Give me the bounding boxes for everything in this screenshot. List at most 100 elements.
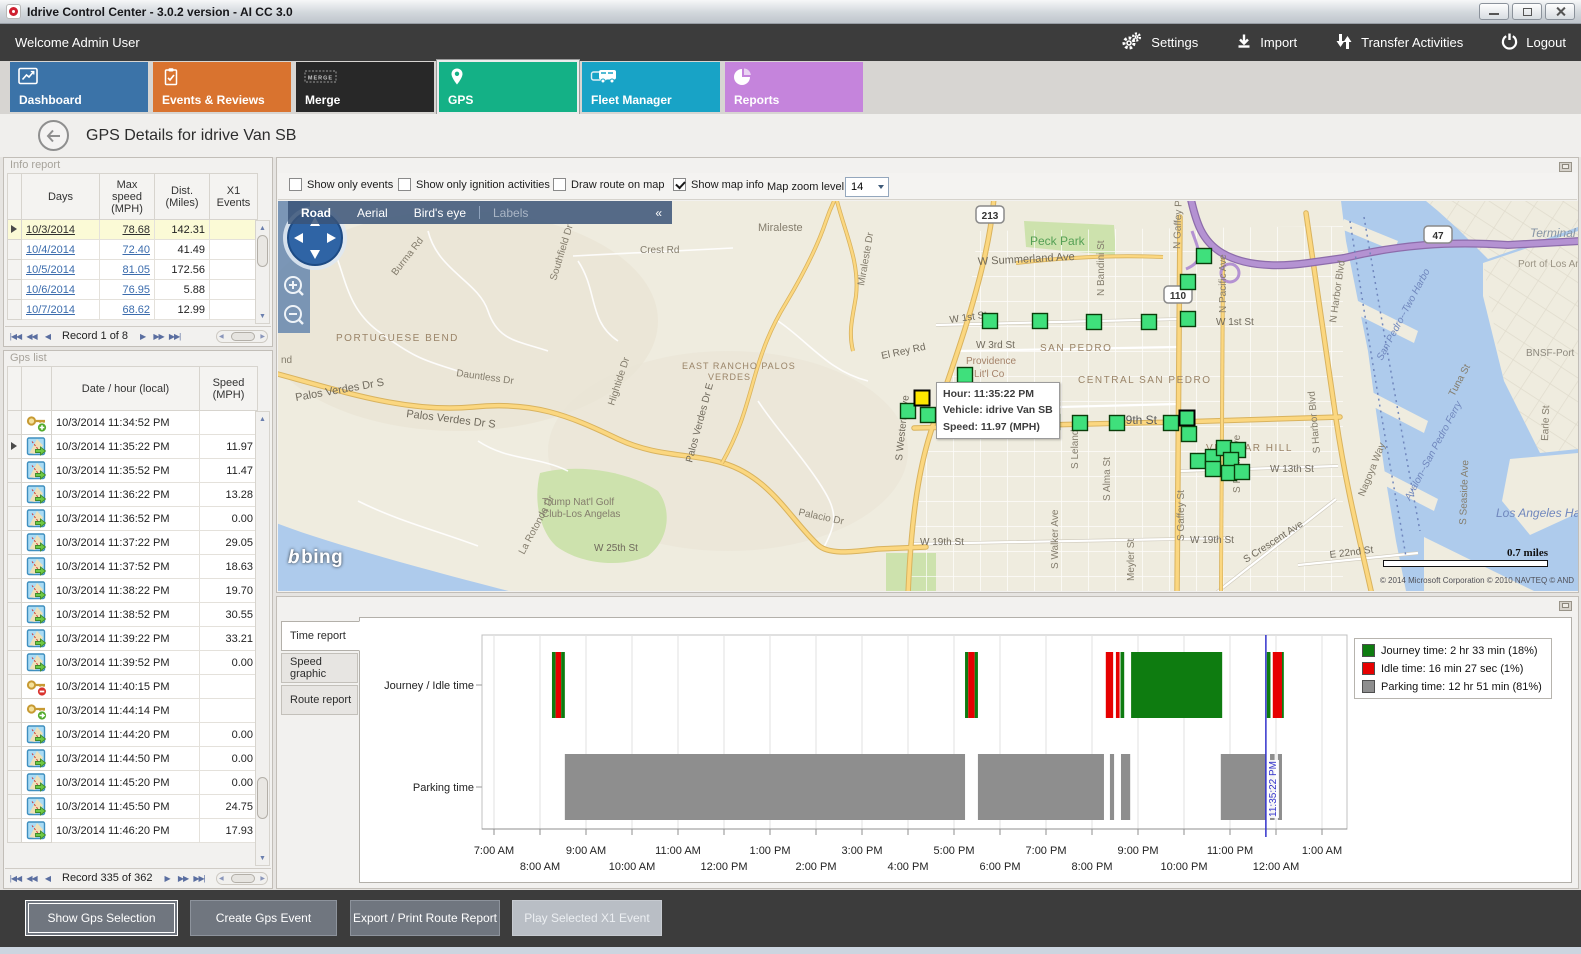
- checkbox-show-only-ignition[interactable]: Show only ignition activities: [398, 178, 550, 191]
- close-button[interactable]: [1545, 3, 1575, 20]
- minimize-button[interactable]: [1479, 3, 1509, 20]
- pager-last-button[interactable]: ▶▶|: [168, 331, 181, 341]
- map-mode-birds-eye[interactable]: Bird's eye: [413, 205, 466, 220]
- gps-list-row[interactable]: 10/3/2014 11:44:50 PM 0.00: [7, 746, 258, 771]
- pager-hscrollbar[interactable]: ◀ ▶: [216, 329, 268, 343]
- gps-marker[interactable]: [899, 402, 917, 420]
- gps-list-row[interactable]: 10/3/2014 11:38:52 PM 30.55: [7, 602, 258, 627]
- gps-marker[interactable]: [1180, 425, 1198, 443]
- pager-prev-button[interactable]: ◀: [44, 331, 51, 341]
- scroll-down-icon[interactable]: ▼: [256, 851, 269, 865]
- max-speed-link[interactable]: 72.40: [122, 243, 150, 256]
- pager-prev-page-button[interactable]: ◀◀: [26, 331, 37, 341]
- gps-list-row[interactable]: 10/3/2014 11:45:50 PM 24.75: [7, 794, 258, 819]
- show-gps-selection-button[interactable]: Show Gps Selection: [25, 900, 178, 936]
- gps-marker[interactable]: [1179, 310, 1197, 328]
- map-canvas[interactable]: nd Miraleste Crest Rd Burma Rd Southfield Dr…: [278, 201, 1578, 591]
- gps-marker[interactable]: [1031, 312, 1049, 330]
- tab-reports[interactable]: Reports: [725, 62, 863, 112]
- pager-next-page-button[interactable]: ▶▶: [153, 331, 164, 341]
- gps-marker[interactable]: [1071, 414, 1089, 432]
- map-mode-aerial[interactable]: Aerial: [357, 205, 388, 220]
- gps-list-row[interactable]: 10/3/2014 11:44:14 PM: [7, 698, 258, 723]
- max-speed-link[interactable]: 81.05: [122, 263, 150, 276]
- max-speed-link[interactable]: 78.68: [122, 223, 150, 236]
- gps-list-row[interactable]: 10/3/2014 11:36:22 PM 13.28: [7, 482, 258, 507]
- day-link[interactable]: 10/7/2014: [26, 303, 75, 316]
- gps-marker[interactable]: [1179, 273, 1197, 291]
- info-report-row[interactable]: 10/7/2014 68.62 12.99: [7, 299, 258, 320]
- max-speed-link[interactable]: 76.95: [122, 283, 150, 296]
- day-link[interactable]: 10/4/2014: [26, 243, 75, 256]
- gps-list-row[interactable]: 10/3/2014 11:38:22 PM 19.70: [7, 578, 258, 603]
- transfer-activities-button[interactable]: Transfer Activities: [1335, 33, 1463, 53]
- gps-list-vscrollbar[interactable]: ▲ ▼: [255, 411, 270, 866]
- tab-route-report[interactable]: Route report: [281, 685, 358, 715]
- gps-marker[interactable]: [1108, 414, 1126, 432]
- col-days[interactable]: Days: [21, 173, 100, 220]
- gps-list-row[interactable]: 10/3/2014 11:46:20 PM 17.93: [7, 818, 258, 843]
- maximize-button[interactable]: [1512, 3, 1542, 20]
- scroll-down-icon[interactable]: ▼: [256, 309, 269, 323]
- info-report-row[interactable]: 10/6/2014 76.95 5.88: [7, 279, 258, 300]
- pager-next-page-button[interactable]: ▶▶: [177, 873, 189, 883]
- gps-list-row[interactable]: 10/3/2014 11:39:52 PM 0.00: [7, 650, 258, 675]
- max-speed-link[interactable]: 68.62: [122, 303, 150, 316]
- scroll-up-icon[interactable]: ▲: [256, 412, 269, 426]
- gps-marker[interactable]: [1233, 463, 1251, 481]
- pager-last-button[interactable]: ▶▶|: [193, 873, 205, 883]
- gps-list-row[interactable]: 10/3/2014 11:40:15 PM: [7, 674, 258, 699]
- import-button[interactable]: Import: [1236, 33, 1297, 52]
- gps-marker[interactable]: [956, 366, 974, 384]
- scroll-up-icon[interactable]: ▲: [256, 221, 269, 235]
- gps-marker[interactable]: [919, 406, 937, 424]
- day-link[interactable]: 10/6/2014: [26, 283, 75, 296]
- col-datetime[interactable]: Date / hour (local): [51, 366, 200, 411]
- map-zoom-level-select[interactable]: 14: [845, 177, 889, 197]
- gps-marker[interactable]: [1204, 460, 1222, 478]
- map-mode-road[interactable]: Road: [301, 205, 331, 220]
- day-link[interactable]: 10/3/2014: [26, 223, 75, 236]
- pager-next-button[interactable]: ▶: [139, 331, 146, 341]
- pager-prev-page-button[interactable]: ◀◀: [26, 873, 37, 883]
- gps-list-row[interactable]: 10/3/2014 11:37:52 PM 18.63: [7, 554, 258, 579]
- gps-list-row[interactable]: 10/3/2014 11:34:52 PM: [7, 410, 258, 435]
- gps-marker[interactable]: [1085, 313, 1103, 331]
- map-mode-labels[interactable]: Labels: [493, 205, 529, 220]
- info-report-row[interactable]: 10/3/2014 78.68 142.31: [7, 219, 258, 240]
- tab-gps[interactable]: GPS: [439, 62, 577, 112]
- gps-marker[interactable]: [1195, 247, 1213, 265]
- pager-prev-button[interactable]: ◀: [44, 873, 51, 883]
- pager-first-button[interactable]: |◀◀: [9, 873, 22, 883]
- tab-time-report[interactable]: Time report: [281, 621, 360, 651]
- gps-marker[interactable]: [1178, 409, 1196, 427]
- gps-list-row[interactable]: 10/3/2014 11:44:20 PM 0.00: [7, 722, 258, 747]
- tab-fleet-manager[interactable]: Fleet Manager: [582, 62, 720, 112]
- collapse-toolbar-icon[interactable]: «: [655, 205, 662, 220]
- checkbox-draw-route[interactable]: Draw route on map: [553, 178, 665, 191]
- col-x1-events[interactable]: X1 Events: [209, 173, 258, 220]
- logout-button[interactable]: Logout: [1501, 33, 1566, 53]
- gps-list-row[interactable]: 10/3/2014 11:37:22 PM 29.05: [7, 530, 258, 555]
- map-zoom-out-button[interactable]: [284, 305, 304, 325]
- col-dist[interactable]: Dist. (Miles): [154, 173, 210, 220]
- tab-merge[interactable]: MERGE Merge: [296, 62, 434, 112]
- back-button[interactable]: [38, 120, 69, 151]
- tab-dashboard[interactable]: Dashboard: [10, 62, 148, 112]
- gps-marker[interactable]: [981, 312, 999, 330]
- tab-events-reviews[interactable]: Events & Reviews: [153, 62, 291, 112]
- play-selected-x1-event-button[interactable]: Play Selected X1 Event: [512, 900, 662, 936]
- panel-maximize-icon[interactable]: [1559, 601, 1572, 611]
- checkbox-show-map-info[interactable]: Show map info: [673, 178, 764, 191]
- gps-list-row[interactable]: 10/3/2014 11:35:52 PM 11.47: [7, 458, 258, 483]
- gps-marker[interactable]: [1140, 313, 1158, 331]
- pager-next-button[interactable]: ▶: [164, 873, 170, 883]
- pager-hscrollbar[interactable]: ◀ ▶: [216, 871, 268, 885]
- info-report-row[interactable]: 10/4/2014 72.40 41.49: [7, 239, 258, 260]
- settings-button[interactable]: Settings: [1121, 32, 1198, 53]
- gps-marker[interactable]: [1189, 452, 1207, 470]
- create-gps-event-button[interactable]: Create Gps Event: [190, 900, 337, 936]
- gps-list-row[interactable]: 10/3/2014 11:45:20 PM 0.00: [7, 770, 258, 795]
- col-max-speed[interactable]: Max speed (MPH): [99, 173, 155, 220]
- day-link[interactable]: 10/5/2014: [26, 263, 75, 276]
